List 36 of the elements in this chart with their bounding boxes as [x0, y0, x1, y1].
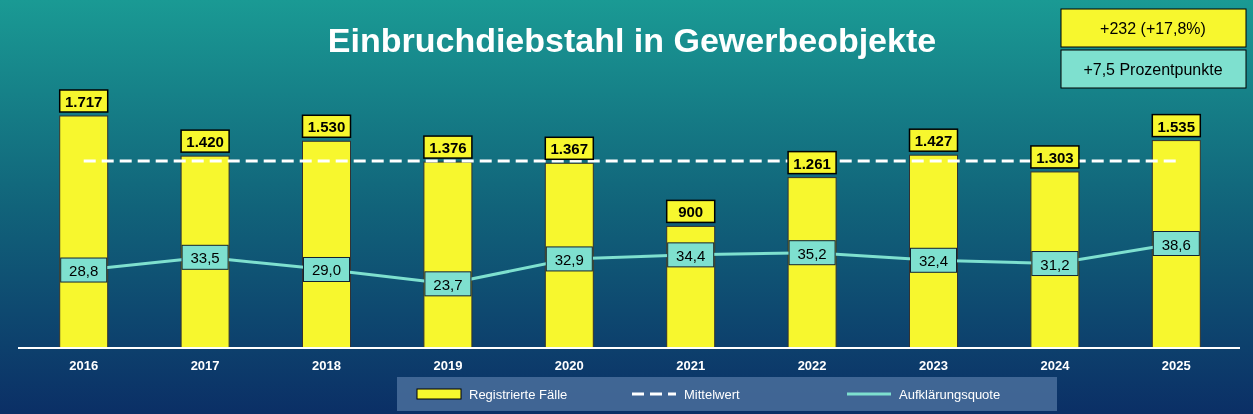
data-label: 1.427 [914, 132, 953, 150]
x-tick-label: 2022 [797, 358, 827, 373]
data-label: 32,4 [918, 252, 949, 270]
data-label: 1.717 [64, 93, 103, 110]
x-tick-label: 2019 [433, 358, 463, 373]
legend-label: Mittelwert [684, 387, 741, 402]
data-label: 33,5 [190, 249, 220, 267]
data-label: 1.530 [307, 118, 346, 136]
x-tick-label: 2016 [69, 358, 99, 373]
data-label: 35,2 [797, 244, 827, 262]
x-tick-label: 2024 [1040, 358, 1071, 373]
x-tick-label: 2021 [676, 358, 706, 373]
text: +7,5 Prozentpunkte [1083, 61, 1223, 78]
data-label: 34,4 [676, 246, 706, 264]
text: +232 (+17,8%) [1100, 20, 1206, 37]
data-label: 1.261 [793, 154, 831, 172]
x-tick-label: 2018 [312, 358, 341, 373]
data-label: 23,7 [433, 275, 463, 293]
data-label: 1.367 [550, 140, 589, 158]
data-label: 1.535 [1157, 117, 1196, 135]
data-label: 1.303 [1036, 148, 1074, 166]
text: Registrierte Fälle [469, 387, 568, 402]
data-label: 32,9 [554, 250, 584, 268]
data-label: 28,8 [69, 262, 99, 280]
data-label: 29,0 [311, 261, 342, 279]
data-label: 1.376 [429, 139, 467, 157]
x-tick-label: 2020 [554, 358, 584, 373]
data-label: 900 [678, 203, 704, 221]
chart-title: Einbruchdiebstahl in Gewerbeobjekte [327, 21, 937, 59]
data-label: 31,2 [1040, 255, 1070, 273]
x-tick-label: 2025 [1161, 358, 1191, 373]
data-label: 1.420 [186, 133, 224, 151]
data-label: 38,6 [1161, 235, 1191, 253]
x-tick-label: 2017 [190, 358, 220, 373]
legend-label: Aufklärungsquote [899, 387, 1001, 402]
x-tick-label: 2023 [919, 358, 948, 373]
